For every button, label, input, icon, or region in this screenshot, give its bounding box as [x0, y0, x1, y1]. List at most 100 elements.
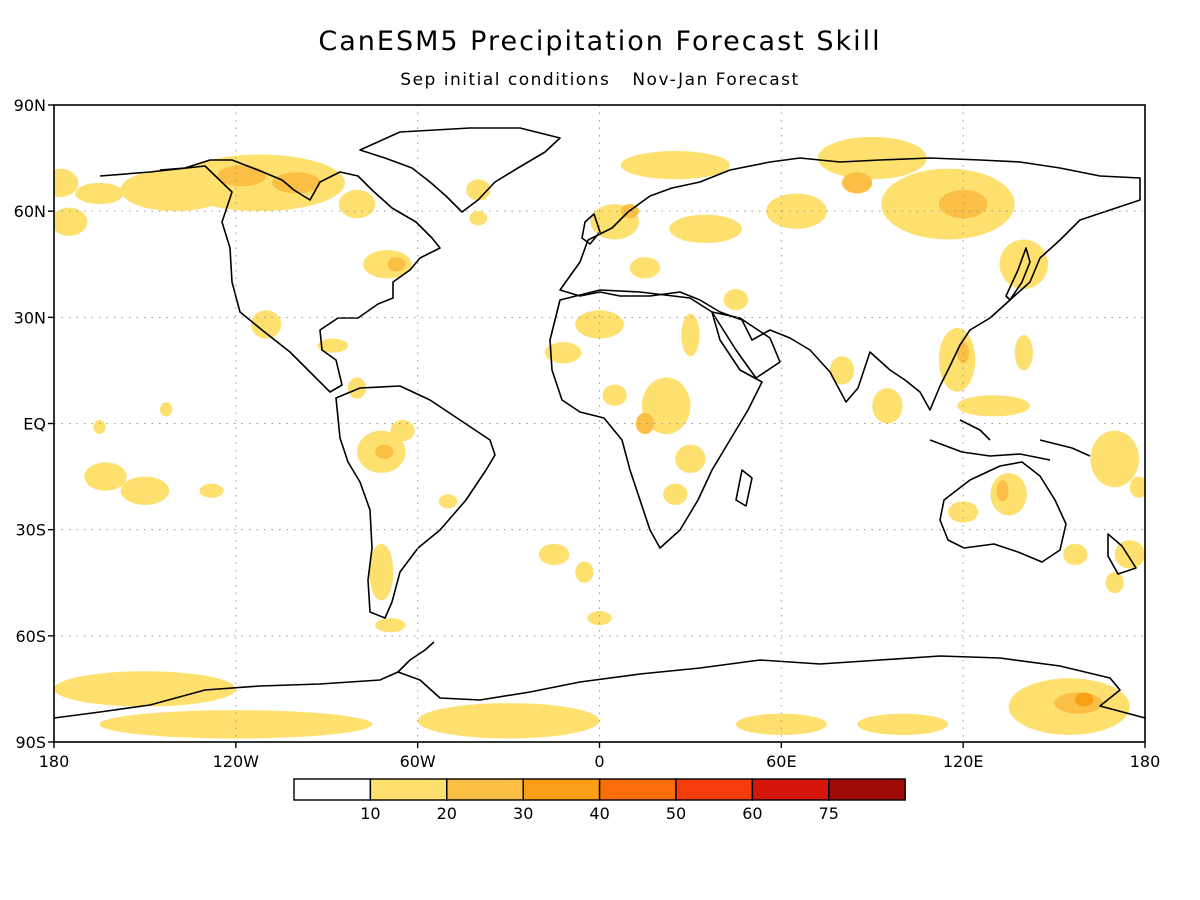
coastline-africa [549, 289, 763, 549]
skill-region-10 [54, 207, 88, 236]
skill-region-65 [417, 703, 600, 739]
coastline-madagascar [735, 469, 753, 507]
skill-region-9 [466, 179, 491, 201]
skill-region-70 [1075, 692, 1094, 707]
skill-region-0 [54, 168, 79, 198]
skill-region-33 [669, 214, 742, 244]
coastline-new-zealand [1107, 533, 1137, 575]
skill-region-42 [641, 377, 691, 435]
coastline-japan [1005, 247, 1031, 301]
lon-label: 0 [594, 752, 604, 771]
skill-region-16 [390, 419, 415, 442]
coastline-eurasia [559, 157, 1141, 411]
skill-region-63 [54, 671, 236, 707]
lon-label: 120E [943, 752, 984, 771]
colorbar-swatch [675, 778, 754, 801]
colorbar-label: 20 [437, 804, 457, 823]
skill-region-1 [75, 182, 124, 205]
skill-region-13 [347, 377, 367, 399]
skill-region-55 [1090, 430, 1139, 488]
subtitle-initial-conditions: Sep initial conditions [400, 70, 611, 90]
subtitle-forecast-period: Nov-Jan Forecast [632, 70, 800, 90]
coastline-south-america [335, 385, 496, 619]
lon-label: 180 [1130, 752, 1161, 771]
skill-region-23 [93, 419, 106, 435]
skill-region-28 [469, 211, 488, 226]
skill-region-45 [602, 384, 627, 406]
skill-region-43 [635, 412, 655, 435]
skill-region-27 [587, 611, 612, 626]
skill-region-50 [872, 388, 903, 424]
coastline-arabia [711, 311, 781, 379]
lon-label: 60W [400, 752, 436, 771]
colorbar-label: 40 [589, 804, 609, 823]
colorbar-label: 50 [666, 804, 686, 823]
coastline-antarctic-peninsula [397, 641, 435, 673]
coastline-australia [939, 461, 1067, 563]
skill-region-5 [272, 172, 321, 194]
skill-region-54 [957, 395, 1030, 417]
coastline-north-america [99, 159, 441, 393]
skill-region-8 [387, 257, 406, 272]
skill-region-11 [250, 310, 282, 339]
lat-label: EQ [23, 415, 46, 434]
skill-shading-layer [54, 136, 1145, 739]
skill-region-62 [1129, 476, 1145, 498]
skill-region-25 [538, 543, 570, 566]
colorbar-swatch [828, 778, 906, 801]
lat-label: 30S [15, 521, 46, 540]
skill-region-26 [575, 561, 594, 583]
skill-region-37 [938, 189, 988, 219]
skill-region-38 [841, 172, 873, 194]
coastline-antarctica [54, 655, 1145, 719]
latitude-labels: 90N 60N 30N EQ 30S 60S 90S [14, 96, 46, 752]
lat-label: 60N [14, 202, 46, 221]
colorbar-label: 75 [819, 804, 839, 823]
skill-region-56 [990, 473, 1027, 516]
lon-label: 120W [213, 752, 260, 771]
longitude-labels: 180 120W 60W 0 60E 120E 180 [39, 752, 1161, 771]
skill-region-66 [735, 713, 827, 735]
skill-region-22 [199, 483, 224, 498]
skill-region-12 [317, 338, 348, 353]
coastline-britain [581, 213, 601, 245]
skill-region-19 [438, 494, 458, 509]
skill-region-32 [620, 151, 730, 180]
coastlines [54, 127, 1145, 719]
skill-region-60 [1105, 572, 1124, 594]
skill-region-61 [1063, 543, 1088, 566]
map-subtitle: Sep initial conditions Nov-Jan Forecast [0, 70, 1200, 90]
skill-region-41 [544, 342, 582, 364]
colorbar-swatch [598, 778, 677, 801]
colorbar-swatch [293, 778, 372, 801]
axis-ticks [48, 104, 1146, 748]
skill-region-20 [84, 462, 127, 491]
skill-region-7 [363, 250, 412, 279]
colorbar-label: 10 [360, 804, 380, 823]
skill-region-31 [629, 257, 661, 279]
skill-region-40 [575, 310, 624, 339]
colorbar-label: 30 [513, 804, 533, 823]
colorbar-swatch [522, 778, 601, 801]
colorbar-swatch [446, 778, 524, 801]
lat-label: 90S [15, 733, 46, 752]
skill-region-64 [99, 710, 373, 739]
lat-label: 30N [14, 308, 46, 327]
skill-region-67 [857, 713, 949, 735]
skill-region-24 [160, 402, 173, 417]
skill-colorbar: 10 20 30 40 50 60 75 [293, 778, 906, 823]
skill-region-57 [996, 480, 1009, 502]
skill-region-4 [217, 165, 267, 187]
skill-region-39 [999, 239, 1049, 290]
skill-region-47 [663, 483, 688, 505]
lat-lon-gridlines [54, 105, 1145, 742]
coastline-greenland [359, 127, 561, 213]
colorbar-label: 60 [742, 804, 762, 823]
skill-region-6 [338, 189, 376, 219]
skill-region-35 [817, 136, 927, 180]
lat-label: 60S [15, 627, 46, 646]
coastline-indonesia [929, 419, 1091, 461]
skill-region-51 [938, 327, 976, 392]
skill-region-49 [829, 356, 855, 385]
